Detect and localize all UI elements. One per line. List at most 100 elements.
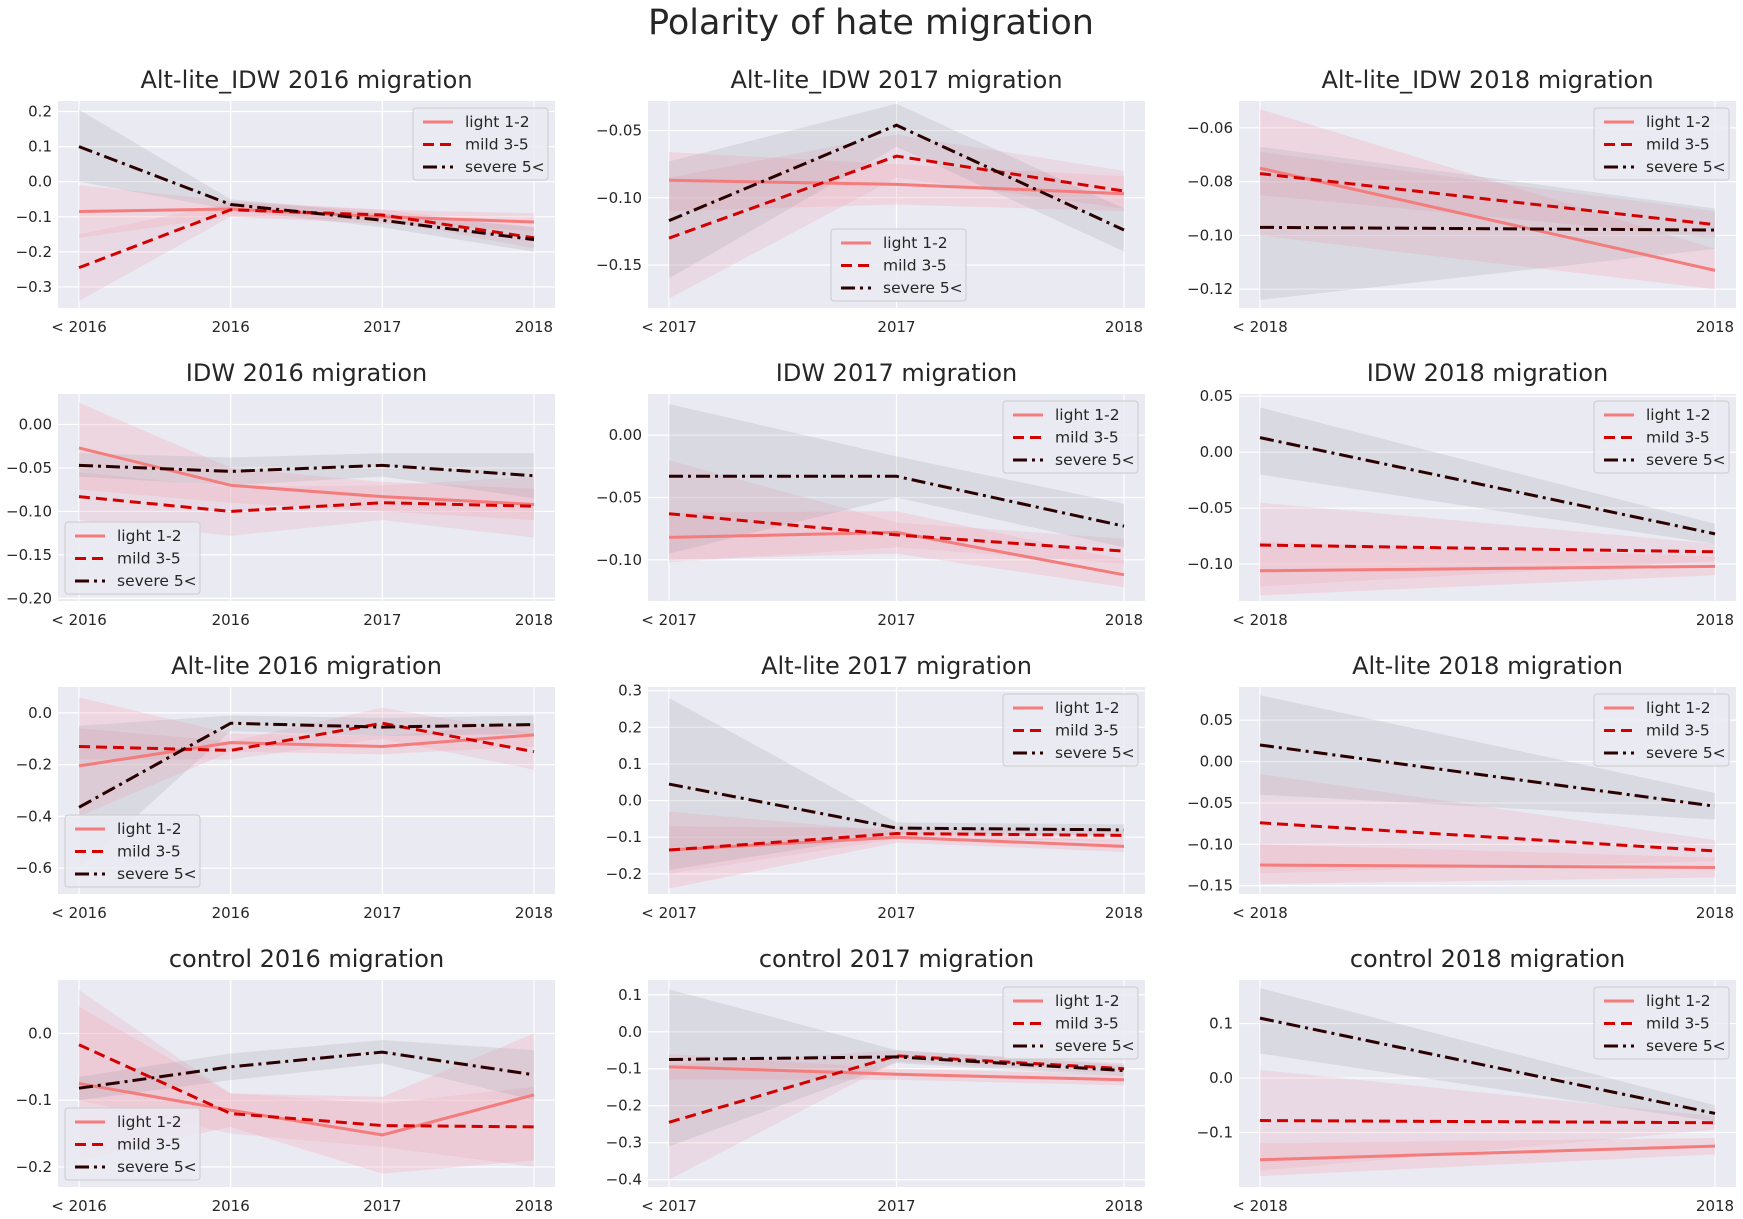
legend-label: severe 5< (1646, 158, 1726, 176)
y-tick-label: −0.05 (6, 459, 52, 477)
ci-band-1 (669, 511, 1124, 588)
legend-label: light 1-2 (1646, 406, 1711, 424)
y-tick-label: −0.10 (596, 189, 642, 207)
legend: light 1-2 mild 3-5 severe 5< (1593, 986, 1730, 1060)
y-tick-label: 0.00 (19, 415, 52, 433)
series-line-3 (78, 145, 535, 242)
legend-label: mild 3-5 (1646, 1015, 1710, 1033)
y-tick-label: 0.0 (1209, 1069, 1233, 1087)
series-line-2 (1259, 543, 1716, 554)
ci-band-3 (1260, 146, 1715, 300)
x-tick-label: 2017 (877, 318, 915, 336)
y-tick-label: 0.0 (618, 792, 642, 810)
y-tick-label: −0.3 (606, 1134, 642, 1152)
ci-band-2 (1260, 152, 1715, 239)
y-tick-label: −0.10 (6, 502, 52, 520)
legend-label: mild 3-5 (1055, 1015, 1119, 1033)
y-tick-label: 0.2 (618, 718, 642, 736)
x-tick-label: 2018 (515, 611, 553, 629)
y-tick-label: 0.1 (618, 755, 642, 773)
x-tick-label: 2018 (515, 318, 553, 336)
legend-label: light 1-2 (1055, 992, 1120, 1010)
y-tick-label: −0.2 (606, 1097, 642, 1115)
subplot-9: Alt-lite 2018 migration 0.05 0.00 −0.05 −0.1… (1187, 652, 1736, 922)
ci-band-3 (669, 697, 1124, 871)
x-tick-label: 2018 (1696, 1197, 1734, 1215)
y-tick-label: −0.2 (606, 865, 642, 883)
legend-frame (1593, 986, 1730, 1060)
legend-label: severe 5< (1646, 1037, 1726, 1055)
legend-label: severe 5< (1646, 451, 1726, 469)
y-tick-label: −0.4 (606, 1171, 642, 1189)
x-tick-label: 2017 (877, 904, 915, 922)
legend-label: severe 5< (465, 158, 545, 176)
series-line-2 (668, 154, 1125, 240)
x-tick-label: 2018 (515, 904, 553, 922)
x-tick-label: 2017 (363, 318, 401, 336)
legend-label: mild 3-5 (1055, 429, 1119, 447)
ci-band-1 (669, 811, 1124, 889)
subplot-title: Alt-lite_IDW 2017 migration (730, 66, 1062, 94)
x-tick-label: 2018 (1696, 904, 1734, 922)
legend: light 1-2 mild 3-5 severe 5< (412, 107, 549, 181)
y-tick-label: −0.3 (16, 278, 52, 296)
y-tick-label: 0.05 (1200, 711, 1233, 729)
subplot-title: Alt-lite 2016 migration (171, 652, 442, 680)
legend-label: light 1-2 (117, 820, 182, 838)
legend-label: light 1-2 (117, 1113, 182, 1131)
y-tick-label: 0.0 (28, 1024, 52, 1042)
legend-label: severe 5< (883, 279, 963, 297)
x-tick-label: 2018 (1105, 318, 1143, 336)
x-tick-label: 2016 (212, 611, 250, 629)
series-line-1 (78, 1082, 535, 1137)
legend-frame (64, 814, 201, 888)
series-line-2 (78, 208, 535, 270)
subplot-title: control 2017 migration (759, 945, 1034, 973)
legend-label: mild 3-5 (1646, 429, 1710, 447)
figure-title: Polarity of hate migration (648, 3, 1094, 43)
legend-frame (1593, 107, 1730, 181)
subplot-grid: Alt-lite_IDW 2016 migration 0.2 0.1 0.0 −0.1… (6, 66, 1736, 1215)
ci-band-3 (669, 403, 1124, 554)
x-tick-label: < 2018 (1232, 611, 1288, 629)
ci-band-3 (79, 715, 534, 869)
y-tick-label: −0.06 (1187, 119, 1233, 137)
y-tick-label: −0.10 (1187, 835, 1233, 853)
y-tick-label: 0.1 (1209, 1015, 1233, 1033)
series-line-2 (1259, 1119, 1716, 1125)
series-line-1 (668, 1065, 1125, 1082)
y-tick-label: −0.05 (596, 122, 642, 140)
legend-frame (1593, 693, 1730, 767)
ci-band-3 (1260, 695, 1715, 820)
y-tick-label: −0.20 (6, 589, 52, 607)
legend-label: mild 3-5 (117, 550, 181, 568)
series-line-2 (1259, 821, 1716, 853)
ci-band-1 (79, 402, 534, 521)
ci-band-2 (669, 460, 1124, 564)
ci-band-2 (1260, 773, 1715, 874)
subplot-title: Alt-lite 2017 migration (761, 652, 1032, 680)
y-tick-label: −0.08 (1187, 173, 1233, 191)
legend-label: severe 5< (1055, 451, 1135, 469)
legend-label: light 1-2 (1646, 113, 1711, 131)
legend: light 1-2 mild 3-5 severe 5< (1593, 400, 1730, 474)
y-tick-label: −0.2 (16, 756, 52, 774)
legend-label: severe 5< (1055, 744, 1135, 762)
y-tick-label: −0.15 (6, 546, 52, 564)
y-tick-label: −0.10 (1187, 226, 1233, 244)
x-tick-label: 2018 (1696, 318, 1734, 336)
legend-frame (412, 107, 549, 181)
y-tick-label: −0.12 (1187, 280, 1233, 298)
y-tick-label: −0.1 (16, 208, 52, 226)
ci-band-1 (1260, 1137, 1715, 1177)
x-tick-label: < 2018 (1232, 318, 1288, 336)
legend-label: severe 5< (117, 865, 197, 883)
x-tick-label: < 2016 (51, 904, 107, 922)
y-tick-label: −0.10 (596, 551, 642, 569)
x-tick-label: 2018 (1105, 611, 1143, 629)
series-line-1 (78, 733, 535, 768)
legend-frame (830, 228, 967, 302)
x-tick-label: 2017 (363, 611, 401, 629)
y-tick-label: −0.1 (606, 1060, 642, 1078)
series-line-3 (1259, 225, 1716, 232)
